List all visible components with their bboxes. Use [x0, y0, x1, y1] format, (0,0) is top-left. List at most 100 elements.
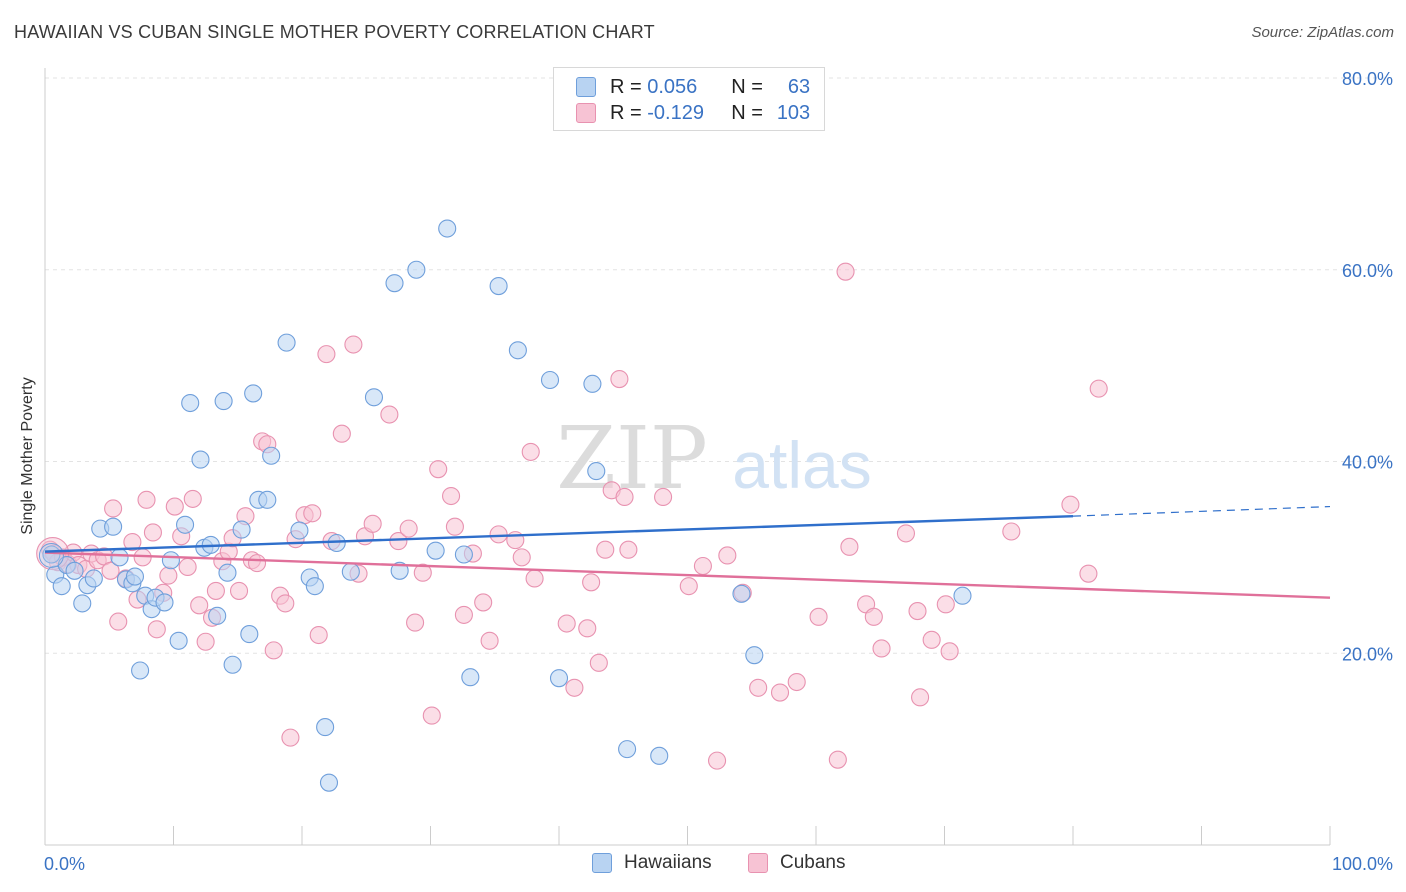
- cubans-point: [693, 556, 712, 576]
- hawaiians-point: [407, 260, 426, 279]
- hawaiians-point: [176, 515, 195, 534]
- cubans-point: [109, 612, 128, 631]
- cubans-point: [521, 442, 540, 461]
- cubans-point: [309, 625, 328, 645]
- tick-labels: 20.0% 40.0% 60.0% 80.0% 0.0% 100.0%: [44, 69, 1393, 874]
- hawaiians-cluster-point: [38, 542, 64, 568]
- cubans-point: [512, 548, 531, 567]
- cubans-point: [836, 262, 855, 281]
- hawaiians-point: [161, 551, 180, 570]
- cubans-points: [36, 262, 1108, 770]
- legend-n-label: N =: [731, 75, 763, 98]
- y-tick-label: 80.0%: [1342, 69, 1393, 89]
- cubans-point: [489, 525, 508, 544]
- cubans-point: [196, 632, 215, 651]
- legend-n-value-hawaiians: 63: [787, 75, 811, 98]
- cubans-point: [770, 683, 790, 702]
- x-tick-label: 100.0%: [1332, 854, 1393, 874]
- cubans-point: [399, 519, 418, 538]
- cubans-point: [718, 546, 737, 565]
- legend-item-cubans[interactable]: Cubans: [748, 852, 846, 874]
- legend-label-cubans: Cubans: [780, 852, 846, 873]
- hawaiians-point: [290, 521, 309, 540]
- cubans-point: [429, 460, 448, 479]
- hawaiians-point: [244, 384, 263, 403]
- cubans-point: [137, 490, 156, 509]
- hawaiians-point: [277, 333, 296, 352]
- legend-n-value-cubans: 103: [776, 101, 811, 124]
- hawaiians-point: [84, 569, 103, 588]
- trend-lines: [44, 505, 1331, 599]
- cubans-point: [264, 641, 283, 660]
- watermark-atlas: atlas: [732, 428, 871, 502]
- cubans-point: [615, 487, 634, 507]
- cubans-point: [413, 563, 432, 582]
- cubans-point: [679, 577, 698, 596]
- cubans-point: [389, 532, 408, 551]
- cubans-point: [104, 499, 123, 518]
- hawaiians-point: [181, 393, 200, 413]
- cubans-point: [183, 489, 202, 508]
- legend-item-hawaiians[interactable]: Hawaiians: [592, 852, 712, 874]
- hawaiians-point: [319, 773, 339, 792]
- chart-title: HAWAIIAN VS CUBAN SINGLE MOTHER POVERTY …: [14, 22, 655, 42]
- legend-r-label: R =: [610, 101, 642, 124]
- hawaiians-point: [390, 561, 409, 580]
- hawaiians-point: [953, 586, 972, 605]
- hawaiians-point: [305, 577, 324, 596]
- hawaiians-point: [110, 548, 129, 567]
- cubans-point: [911, 688, 930, 707]
- hawaiians-point: [745, 646, 764, 665]
- cubans-point: [749, 678, 768, 697]
- cubans-point: [610, 369, 629, 389]
- cubans-point: [406, 613, 425, 632]
- cubans-point: [872, 639, 891, 658]
- hawaiians-point: [587, 462, 606, 481]
- cubans-point: [619, 540, 638, 559]
- hawaiians-point: [191, 450, 210, 469]
- cubans-point: [1089, 379, 1108, 398]
- legend-label-hawaiians: Hawaiians: [624, 852, 712, 873]
- cubans-point: [229, 581, 249, 600]
- hawaiians-point: [327, 533, 346, 553]
- cubans-point: [165, 497, 184, 516]
- hawaiians-point: [341, 562, 360, 581]
- hawaiians-point: [125, 567, 144, 586]
- cubans-point: [303, 504, 322, 523]
- cubans-point: [422, 706, 441, 725]
- cubans-point: [190, 596, 209, 615]
- cubans-point: [276, 594, 295, 613]
- hawaiians-point: [104, 517, 123, 536]
- cubans-point: [525, 569, 544, 588]
- hawaiians-point: [549, 669, 569, 688]
- cubans-point: [317, 345, 336, 364]
- y-tick-label: 20.0%: [1342, 644, 1393, 664]
- hawaiians-point: [650, 746, 669, 765]
- legend-row-cubans: R = -0.129 N = 103: [576, 100, 810, 126]
- cubans-point: [864, 607, 883, 626]
- cubans-point: [480, 631, 499, 650]
- hawaiians-swatch: [592, 853, 612, 873]
- cubans-point: [247, 554, 267, 573]
- hawaiians-point: [508, 341, 527, 360]
- cubans-point: [454, 605, 473, 624]
- cubans-point: [908, 602, 927, 621]
- hawaiians-point: [426, 541, 445, 560]
- cubans-point: [206, 581, 225, 600]
- hawaiians-point: [540, 370, 560, 390]
- hawaiians-point: [131, 661, 150, 680]
- hawaiians-point: [155, 593, 174, 612]
- cubans-point: [940, 642, 959, 661]
- cubans-point: [474, 593, 493, 612]
- chart-source: Source: ZipAtlas.com: [1251, 24, 1394, 41]
- legend-r-value-cubans: -0.129: [647, 101, 704, 124]
- x-tick-label: 0.0%: [44, 854, 85, 874]
- hawaiians-point: [240, 625, 259, 644]
- cubans-point: [809, 607, 828, 626]
- hawaiians-point: [52, 577, 71, 596]
- axes: [44, 68, 1331, 846]
- cubans-point: [143, 523, 162, 542]
- cubans-point: [896, 524, 916, 543]
- cubans-point: [363, 514, 382, 533]
- y-tick-label: 60.0%: [1342, 261, 1393, 281]
